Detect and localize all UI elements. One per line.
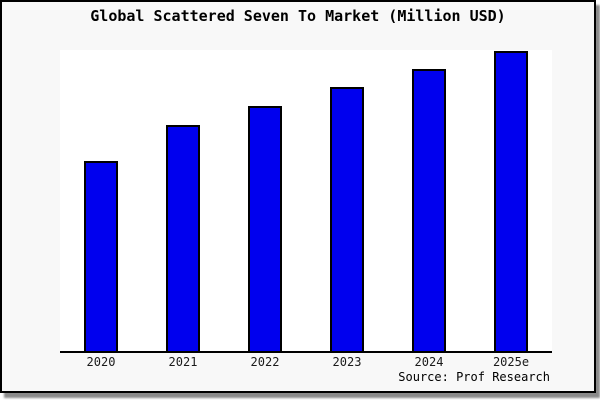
bar-2025e [494, 51, 528, 351]
x-tick-label-2022: 2022 [250, 355, 280, 369]
bar-2021 [166, 125, 200, 351]
x-tick-label-2021: 2021 [168, 355, 198, 369]
chart-title: Global Scattered Seven To Market (Millio… [90, 7, 506, 25]
x-tick-label-2025e: 2025e [492, 355, 530, 369]
x-tick-label-2020: 2020 [86, 355, 116, 369]
x-tick-label-2024: 2024 [414, 355, 444, 369]
bar-2022 [248, 106, 282, 351]
bar-2024 [412, 69, 446, 351]
source-label: Source: Prof Research [398, 370, 550, 384]
x-axis-labels: 2020 2021 2022 2023 2024 2025e [60, 355, 552, 371]
x-tick-label-2023: 2023 [332, 355, 362, 369]
plot-area [60, 50, 552, 353]
bar-2020 [84, 161, 118, 351]
bar-2023 [330, 87, 364, 351]
